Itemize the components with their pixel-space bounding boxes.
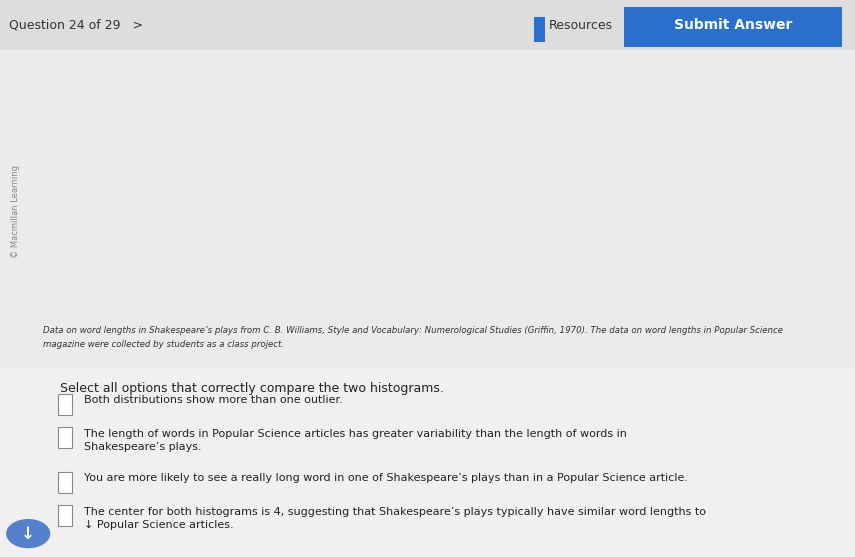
Bar bbox=[726, 299, 752, 312]
Text: Submit Answer: Submit Answer bbox=[674, 18, 792, 32]
Text: You are more likely to see a really long word in one of Shakespeare’s plays than: You are more likely to see a really long… bbox=[84, 473, 687, 483]
Bar bbox=[753, 305, 780, 312]
Text: Data on word lengths in Shakespeare’s plays from C. B. Williams, Style and Vocab: Data on word lengths in Shakespeare’s pl… bbox=[43, 326, 782, 335]
Bar bbox=[810, 310, 836, 312]
Bar bbox=[236, 228, 259, 312]
Bar bbox=[614, 220, 640, 312]
Text: Resources: Resources bbox=[549, 18, 613, 32]
Bar bbox=[475, 128, 501, 312]
Bar bbox=[669, 270, 696, 312]
Bar bbox=[530, 128, 557, 312]
Bar bbox=[211, 195, 234, 312]
Y-axis label: Percent of: Percent of bbox=[403, 165, 416, 224]
Bar bbox=[186, 120, 209, 312]
Bar bbox=[87, 228, 111, 312]
Bar bbox=[310, 278, 333, 312]
Bar bbox=[558, 128, 585, 312]
Bar bbox=[503, 128, 529, 312]
Text: The center for both histograms is 4, suggesting that Shakespeare’s plays typical: The center for both histograms is 4, sug… bbox=[84, 507, 705, 530]
Bar bbox=[446, 262, 473, 312]
Text: The length of words in Popular Science articles has greater variability than the: The length of words in Popular Science a… bbox=[84, 429, 627, 452]
Text: magazine were collected by students as a class project.: magazine were collected by students as a… bbox=[43, 340, 284, 349]
Bar bbox=[112, 103, 136, 312]
Text: © Macmillan Learning: © Macmillan Learning bbox=[11, 165, 20, 258]
Bar bbox=[359, 304, 383, 312]
Bar bbox=[642, 245, 669, 312]
Bar bbox=[587, 212, 613, 312]
X-axis label: Number of letters in word: Number of letters in word bbox=[555, 336, 728, 349]
Bar bbox=[781, 309, 808, 312]
Text: Both distributions show more than one outlier.: Both distributions show more than one ou… bbox=[84, 395, 343, 405]
Bar bbox=[698, 287, 724, 312]
Text: Question 24 of 29   >: Question 24 of 29 > bbox=[9, 18, 143, 32]
Bar bbox=[261, 237, 284, 312]
Bar bbox=[162, 103, 185, 312]
Bar bbox=[286, 262, 309, 312]
Text: Select all options that correctly compare the two histograms.: Select all options that correctly compar… bbox=[60, 382, 444, 394]
Bar bbox=[137, 103, 160, 312]
Y-axis label: Percent of: Percent of bbox=[44, 165, 57, 224]
X-axis label: Number of letters in word: Number of letters in word bbox=[149, 336, 321, 349]
Text: ↓: ↓ bbox=[21, 525, 35, 543]
Bar bbox=[334, 295, 358, 312]
